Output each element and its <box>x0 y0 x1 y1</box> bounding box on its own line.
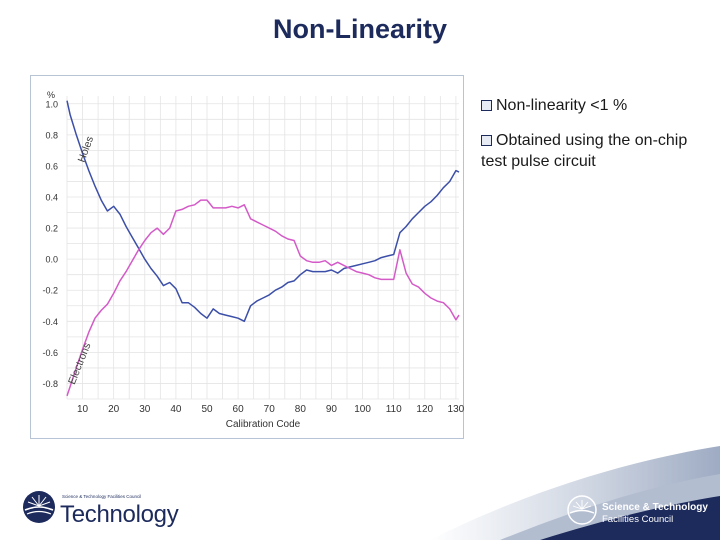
checkbox-bullet-icon <box>481 135 492 147</box>
stfc-logo-right: Science & Technology Facilities Council <box>564 492 714 528</box>
x-tick-label: 70 <box>264 404 276 415</box>
y-tick-label: 1.0 <box>45 99 58 109</box>
sunburst-logo-icon <box>23 491 55 523</box>
y-tick-label: 0.2 <box>45 224 58 234</box>
nonlinearity-chart: 10 20 30 40 50 60 70 80 90 100 110 120 130 -0.8 -0.6 -0… <box>30 75 465 439</box>
page-title: Non-Linearity <box>272 14 447 44</box>
bullet-text: Non-linearity <1 % <box>496 97 628 114</box>
x-tick-label: 30 <box>139 404 151 415</box>
footer-swoosh <box>430 446 720 540</box>
x-tick-label: 130 <box>448 404 465 415</box>
logo-line-2: Facilities Council <box>602 514 674 525</box>
x-tick-label: 40 <box>170 404 182 415</box>
y-tick-label: -0.8 <box>42 379 58 389</box>
x-tick-label: 20 <box>108 404 120 415</box>
y-axis-label: % <box>47 90 55 100</box>
annotation-holes: Holes <box>76 135 96 164</box>
y-tick-label: -0.2 <box>42 286 58 296</box>
checkbox-bullet-icon <box>481 100 492 111</box>
y-tick-label: 0.6 <box>45 161 58 171</box>
logo-technology-word: Technology <box>60 501 179 528</box>
series-line-electrons <box>66 199 460 397</box>
bullet-text: Obtained using the on-chip test pulse ci… <box>481 132 688 170</box>
x-tick-label: 90 <box>326 404 338 415</box>
footer: Science & Technology Facilities Council … <box>0 440 720 540</box>
sunburst-logo-icon <box>567 495 597 525</box>
y-tick-label: 0.0 <box>45 255 58 265</box>
x-tick-label: 110 <box>386 404 402 415</box>
logo-line-1: Science & Technology <box>602 502 708 513</box>
x-tick-label: 120 <box>416 404 433 415</box>
x-tick-label: 80 <box>295 404 307 415</box>
y-tick-label: 0.4 <box>45 193 58 203</box>
bullet-item: Obtained using the on-chip test pulse ci… <box>481 131 711 172</box>
logo-org-name: Science & Technology Facilities Council <box>62 494 142 499</box>
y-tick-label: 0.8 <box>45 130 58 140</box>
x-tick-label: 60 <box>233 404 245 415</box>
bullet-item: Non-linearity <1 % <box>481 96 711 116</box>
bullet-list: Non-linearity <1 % Obtained using the on… <box>481 96 711 187</box>
annotation-electrons: Electrons <box>66 341 94 386</box>
x-tick-label: 100 <box>354 404 371 415</box>
y-tick-label: -0.6 <box>42 348 58 358</box>
x-tick-label: 10 <box>77 404 89 415</box>
x-tick-label: 50 <box>201 404 213 415</box>
series-line-holes <box>66 100 460 323</box>
stfc-technology-logo: Science & Technology Facilities Council … <box>22 486 192 531</box>
y-tick-label: -0.4 <box>42 317 58 327</box>
x-axis-label: Calibration Code <box>226 419 301 430</box>
